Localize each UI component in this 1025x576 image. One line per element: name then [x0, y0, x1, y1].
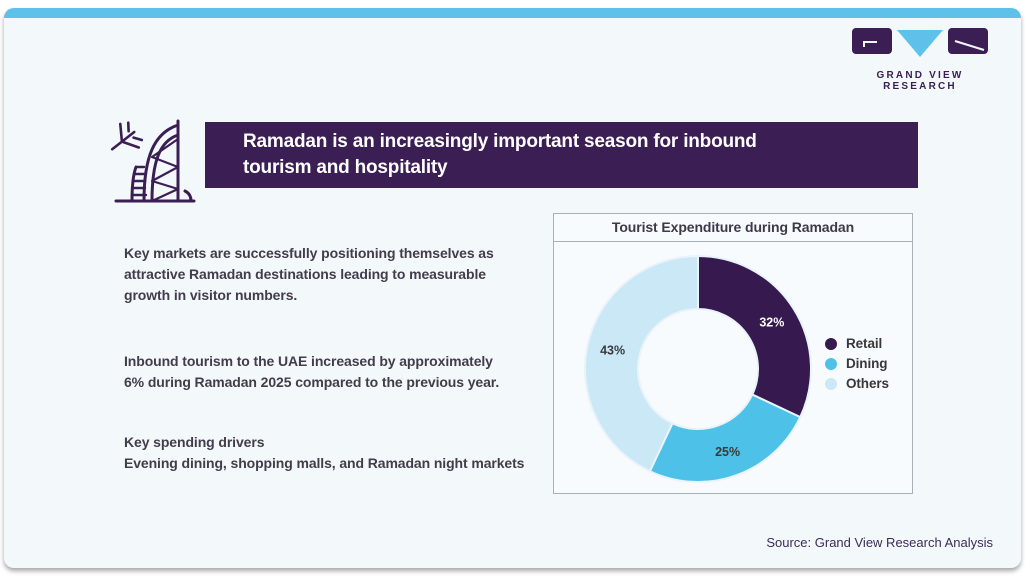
top-accent-bar — [4, 8, 1021, 18]
chart-body: 32% 25% 43% Retail Dining Others — [554, 242, 912, 493]
paragraph-key-markets: Key markets are successfully positioning… — [124, 245, 494, 303]
spending-drivers-text: Evening dining, shopping malls, and Rama… — [124, 455, 525, 471]
page-title-line1: Ramadan is an increasingly important sea… — [243, 131, 757, 152]
gvr-logo-icon — [852, 28, 988, 57]
legend-dot — [825, 337, 837, 350]
legend-label: Others — [846, 376, 889, 391]
donut-chart: 32% 25% 43% — [584, 255, 812, 483]
legend-dot — [825, 357, 837, 370]
legend-item-dining: Dining — [825, 356, 889, 371]
page-title-line2: tourism and hospitality — [243, 157, 448, 178]
infographic-card: GRAND VIEW RESEARCH Ramadan is an increa… — [4, 8, 1021, 568]
chart-legend: Retail Dining Others — [825, 336, 889, 391]
legend-item-retail: Retail — [825, 336, 889, 351]
paragraph-spending-drivers: Key spending drivers Evening dining, sho… — [124, 433, 544, 473]
spending-drivers-heading: Key spending drivers — [124, 434, 265, 450]
donut-slice-dining — [648, 393, 802, 483]
legend-dot — [825, 377, 837, 390]
slice-value-label: 43% — [600, 343, 625, 357]
paragraph-inbound-tourism: Inbound tourism to the UAE increased by … — [124, 353, 500, 390]
grand-view-research-logo: GRAND VIEW RESEARCH — [845, 26, 995, 92]
donut-slice-retail — [697, 255, 812, 419]
source-note: Source: Grand View Research Analysis — [766, 535, 993, 550]
plane-and-hotel-icon — [110, 119, 196, 203]
chart-card: Tourist Expenditure during Ramadan 32% 25… — [553, 213, 913, 494]
header-banner: Ramadan is an increasingly important sea… — [205, 122, 918, 188]
chart-title: Tourist Expenditure during Ramadan — [554, 214, 912, 242]
slice-value-label: 32% — [759, 316, 784, 330]
legend-label: Dining — [846, 356, 888, 371]
logo-wordmark: GRAND VIEW RESEARCH — [876, 70, 964, 92]
legend-label: Retail — [846, 336, 883, 351]
donut-slice-others — [584, 255, 699, 473]
legend-item-others: Others — [825, 376, 889, 391]
slice-value-label: 25% — [715, 445, 740, 459]
